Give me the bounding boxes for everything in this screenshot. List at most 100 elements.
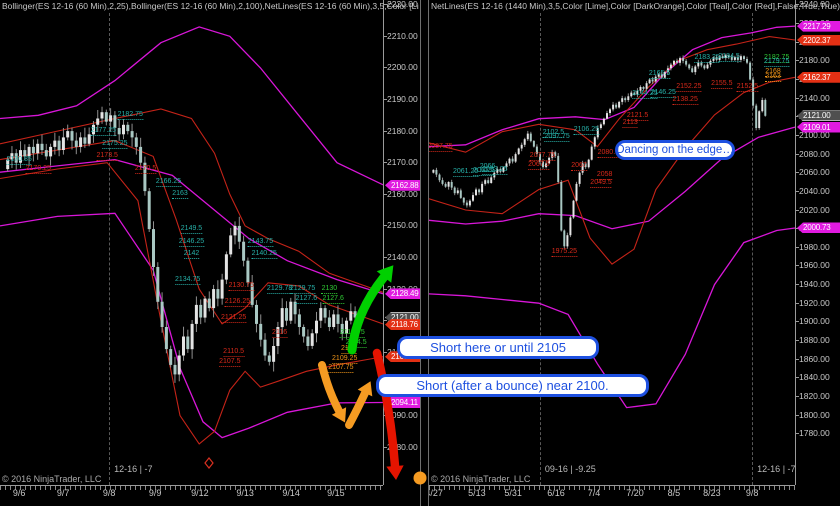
date-axis-label: 8/23 xyxy=(703,488,721,498)
netline-value-label: 2144.25 xyxy=(632,90,658,100)
price-tag: 2217.29 xyxy=(797,20,840,32)
date-axis-label: 8/5 xyxy=(667,488,681,498)
bollinger-100-lower xyxy=(0,212,383,439)
netline-value-label: 2149.5 xyxy=(180,225,203,235)
netline-value-label: 2067 xyxy=(571,162,587,172)
price-axis-label: 2170.00 xyxy=(383,157,418,168)
price-axis-label: 1940.00 xyxy=(795,279,830,290)
netline-value-label: 2121.25 xyxy=(220,313,247,323)
netline-value-label: 2143.75 xyxy=(247,237,274,247)
netline-value-label: 2062.5 xyxy=(473,166,495,176)
bollinger-25-lower xyxy=(0,162,383,445)
price-tag: 2094.11 xyxy=(385,397,421,408)
price-axis-daily[interactable]: 2240.002220.002200.002180.002160.002140.… xyxy=(795,0,840,485)
netline-value-label: 2163 xyxy=(172,190,188,200)
chart-title-hourly: Bollinger(ES 12-16 (60 Min),2,25),Bollin… xyxy=(2,1,419,11)
price-axis-label: 1980.00 xyxy=(795,241,830,252)
bollinger-upper xyxy=(429,25,795,148)
price-axis-label: 2100.00 xyxy=(795,129,830,140)
netline-value-label: 2063.25 xyxy=(482,165,508,175)
date-axis-label: 5/31 xyxy=(504,488,522,498)
price-axis-label: 2040.00 xyxy=(795,185,830,196)
price-axis-label: 2220.00 xyxy=(383,0,418,10)
netline-upper xyxy=(429,36,795,153)
contract-rollover-line xyxy=(109,13,111,485)
price-axis-label: 1800.00 xyxy=(795,409,830,420)
time-axis-ticks xyxy=(429,486,795,490)
netline-value-label: 2109.25 xyxy=(332,354,358,364)
netline-value-label: 2121.5 xyxy=(626,111,649,121)
date-axis-label: 7/20 xyxy=(626,488,644,498)
netline-value-label: 2129.78 xyxy=(266,285,293,295)
annotation-dancing-note[interactable]: Dancing on the edge… xyxy=(615,140,735,160)
netline-value-label: 2127.6 xyxy=(295,294,318,304)
bollinger-100-mid xyxy=(0,158,383,295)
netline-value-label: 2165.5 xyxy=(648,69,671,79)
diamond-marker xyxy=(204,457,214,469)
price-axis-label: 2200.00 xyxy=(383,62,418,73)
netline-value-label: 2182.75 xyxy=(764,54,790,64)
netline-value-label: 2049.5 xyxy=(590,178,612,188)
annotation-short-bounce-note[interactable]: Short (after a bounce) near 2100. xyxy=(376,374,649,397)
netline-value-label: 2102.5 xyxy=(542,128,565,138)
date-axis-label: 7/4 xyxy=(587,488,601,498)
price-tag: 2118.76 xyxy=(385,319,421,331)
netline-value-label: 2175.25 xyxy=(102,139,128,149)
price-axis-label: 2160.00 xyxy=(383,188,418,199)
netline-value-label: 2179.75 xyxy=(764,57,790,67)
price-tag: 2121.00 xyxy=(797,110,840,122)
price-tag: 2128.49 xyxy=(385,288,421,300)
price-axis-label: 2240.00 xyxy=(795,0,830,10)
price-tag: 2000.73 xyxy=(797,222,840,234)
candlestick-chart-hourly xyxy=(0,26,383,469)
netline-value-label: 2138.25 xyxy=(672,96,698,106)
price-axis-label: 2020.00 xyxy=(795,204,830,215)
candles xyxy=(432,53,767,250)
date-axis-label: 5/13 xyxy=(468,488,486,498)
netline-value-label: 2163 xyxy=(765,72,781,82)
price-axis-label: 1920.00 xyxy=(795,297,830,308)
chart-panel-daily[interactable]: NetLines(ES 12-16 (1440 Min),3,5,Color [… xyxy=(425,0,840,506)
netline-value-label: 2140.25 xyxy=(251,250,277,260)
netline-value-label: 2152.25 xyxy=(676,82,702,92)
contract-rollover-line xyxy=(539,13,541,485)
price-axis-label: 1820.00 xyxy=(795,390,830,401)
netline-lower xyxy=(429,76,795,265)
date-axis-label: 9/9 xyxy=(148,488,162,498)
panel-splitter[interactable] xyxy=(420,0,429,506)
price-axis-label: 2180.00 xyxy=(795,55,830,66)
price-axis-hourly[interactable]: 2220.00 2210.00 2200.00 2190.00 2180.00 2170.… xyxy=(382,0,421,485)
price-axis-label: 2190.00 xyxy=(383,94,418,105)
netline-value-label: 2080.5 xyxy=(597,149,620,159)
netline-value-label: 2106.25 xyxy=(573,125,600,135)
netline-value-label: 2168 xyxy=(765,68,781,78)
bollinger-100-upper xyxy=(0,26,383,186)
annotation-short-here-note[interactable]: Short here or until 2105 xyxy=(397,336,599,359)
price-axis-label: 2080.00 xyxy=(383,441,418,452)
price-axis-label: 2140.00 xyxy=(795,92,830,103)
price-axis-label: 2060.00 xyxy=(795,167,830,178)
date-axis-label: 9/7 xyxy=(56,488,70,498)
candlestick-chart-daily xyxy=(429,25,795,409)
price-tag: 2202.37 xyxy=(797,34,840,46)
netline-value-label: 2067.5 xyxy=(528,161,550,171)
chart-title-daily: NetLines(ES 12-16 (1440 Min),3,5,Color [… xyxy=(431,1,840,11)
plot-area-daily[interactable]: 2087.75 2077.75 2067.5 2102.5 2097.75 2106.25… xyxy=(427,0,795,486)
netline-value-label: 2097.75 xyxy=(544,133,570,143)
price-axis-label: 1960.00 xyxy=(795,260,830,271)
netline-value-label: 2130.75 xyxy=(228,281,254,291)
contract-rollover-line xyxy=(752,13,754,485)
netline-value-label: 2182.75 xyxy=(117,111,143,121)
date-axis-label: 9/8 xyxy=(102,488,116,498)
netline-value-label: 1975.25 xyxy=(551,247,578,257)
plot-area-hourly[interactable]: 2170.85 2170.25 2177.25 2175.25 2182.75 2173.… xyxy=(0,0,383,486)
netline-value-label: 2173.5 xyxy=(96,152,118,162)
copyright-notice: © 2016 NinjaTrader, LLC xyxy=(2,474,102,484)
netline-value-label: 2129.75 xyxy=(289,285,316,295)
bollinger-lower xyxy=(429,227,795,409)
indicator-bands xyxy=(0,26,383,445)
date-axis-label: 9/15 xyxy=(327,488,345,498)
chart-panel-hourly[interactable]: Bollinger(ES 12-16 (60 Min),2,25),Bollin… xyxy=(0,0,421,506)
price-axis-label: 1880.00 xyxy=(795,335,830,346)
